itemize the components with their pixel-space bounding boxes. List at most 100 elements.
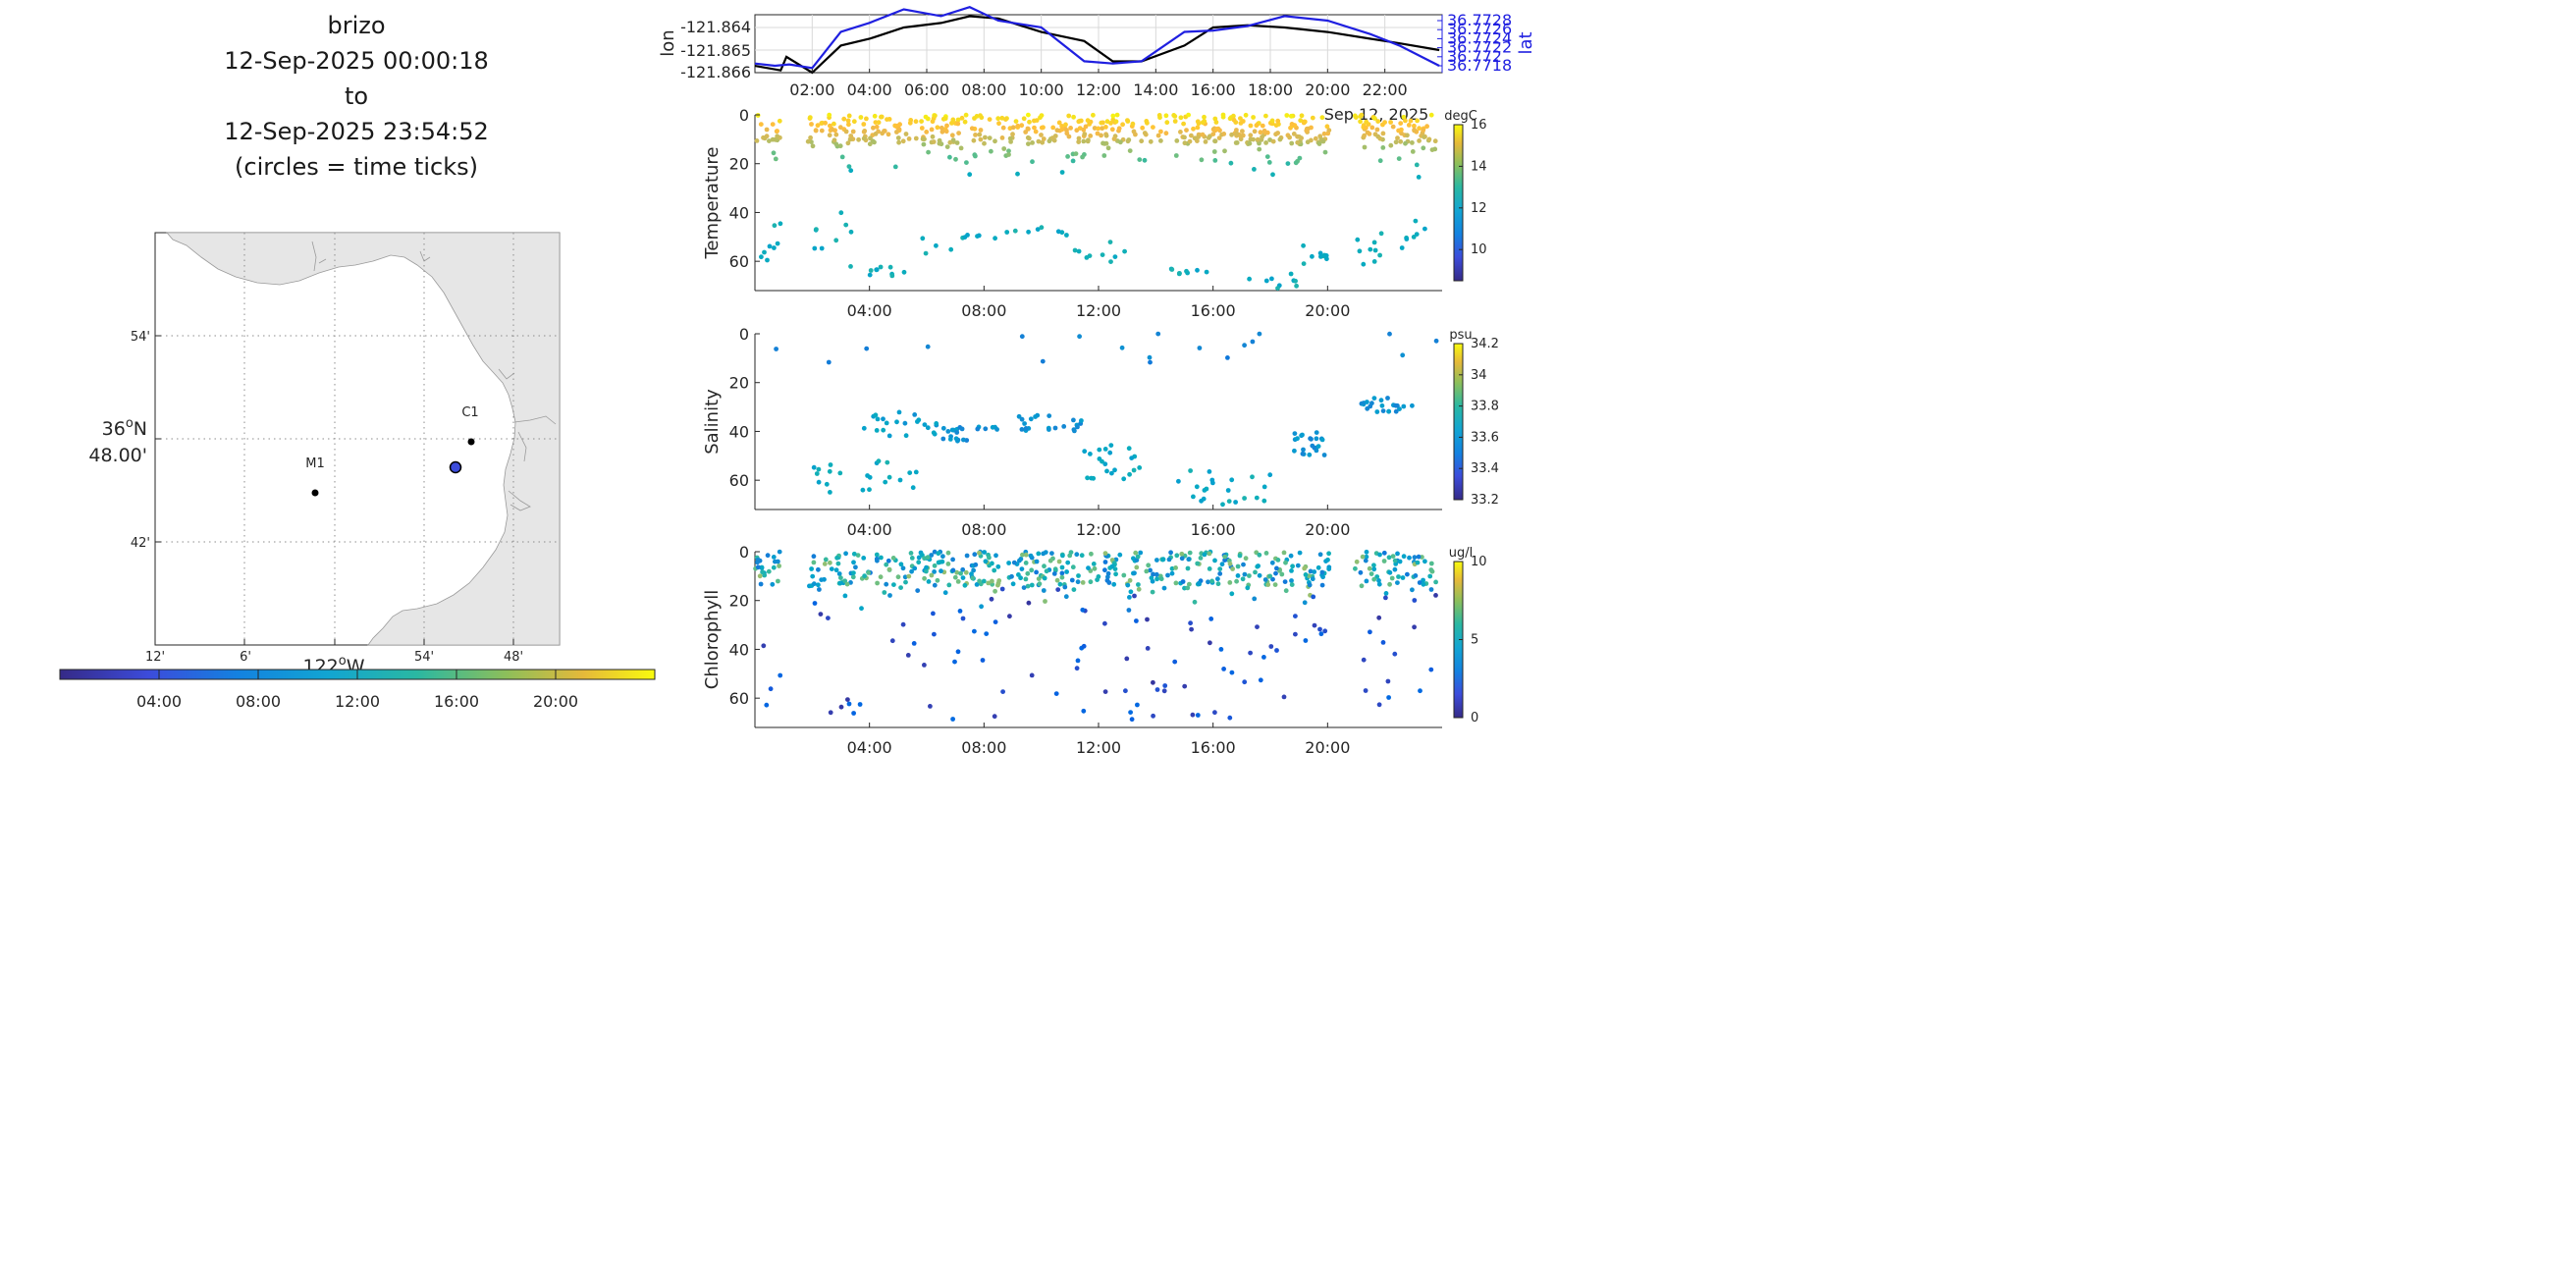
chlorophyll-point: [1208, 617, 1214, 621]
salinity-point: [867, 474, 873, 480]
temperature-point: [1001, 146, 1007, 151]
temperature-point: [1421, 145, 1426, 151]
chlorophyll-point: [960, 616, 966, 621]
chlorophyll-point: [1076, 573, 1081, 578]
chlorophyll-point: [1293, 614, 1298, 618]
temperature-point: [919, 126, 925, 131]
salinity-point: [1225, 488, 1231, 493]
chlorophyll-point: [1209, 578, 1214, 584]
chlorophyll-colorbar-units: ug/l: [1449, 546, 1473, 561]
temperature-point: [770, 122, 776, 127]
temperature-point: [1211, 149, 1217, 154]
chlorophyll-point: [1042, 575, 1047, 581]
salinity-point: [1292, 431, 1298, 436]
salinity-point: [1433, 338, 1439, 344]
chlorophyll-point: [1405, 571, 1410, 577]
chlorophyll-point: [1310, 576, 1315, 582]
temperature-point: [971, 137, 977, 143]
salinity-point: [1378, 398, 1384, 403]
chlorophyll-point: [1261, 655, 1266, 660]
chlorophyll-point: [1000, 689, 1005, 694]
chlorophyll-point: [980, 658, 986, 663]
temperature-point: [1032, 125, 1037, 131]
chlorophyll-point: [1376, 581, 1382, 587]
chlorophyll-point: [1174, 553, 1180, 559]
salinity-point: [1250, 474, 1255, 480]
chlorophyll-point: [1289, 582, 1295, 587]
chlorophyll-point: [939, 568, 943, 574]
chlorophyll-point: [1389, 575, 1395, 581]
chlorophyll-point: [776, 578, 780, 584]
temperature-point: [943, 129, 949, 134]
temperature-point: [1122, 248, 1127, 254]
temperature-point: [759, 254, 764, 260]
chlorophyll-point: [1029, 582, 1035, 588]
temperature-point: [762, 249, 767, 255]
salinity-point: [1210, 480, 1215, 486]
temperature-point: [1313, 135, 1318, 141]
temperature-point: [1289, 122, 1295, 127]
chlorophyll-point: [878, 574, 884, 580]
chlorophyll-point: [829, 566, 834, 571]
temperature-point: [1077, 126, 1083, 132]
salinity-point: [907, 470, 913, 475]
temperature-point: [1377, 158, 1383, 164]
salinity-point: [1155, 331, 1161, 337]
temperature-point: [956, 131, 961, 136]
chlorophyll-point: [1029, 672, 1035, 678]
chlorophyll-point: [1021, 585, 1027, 590]
temperature-point: [1275, 131, 1280, 135]
temperature-point: [967, 172, 973, 178]
temperature-point: [762, 135, 768, 141]
chlorophyll-point: [971, 567, 976, 573]
chlorophyll-point: [1217, 566, 1223, 571]
chlorophyll-point: [764, 702, 770, 708]
chlorophyll-point: [995, 582, 1000, 588]
chlorophyll-point: [1020, 552, 1025, 558]
chlorophyll-point: [1011, 560, 1017, 565]
temperature-point: [1006, 148, 1011, 154]
temperature-point: [1192, 135, 1198, 141]
temperature-point: [978, 136, 984, 142]
salinity-cbar-tick-label: 34.2: [1471, 337, 1499, 351]
temperature-point: [972, 152, 978, 158]
chlorophyll-point: [811, 581, 817, 587]
temperature-point: [1371, 116, 1377, 121]
salinity-point: [1028, 416, 1034, 422]
temperature-point: [1251, 136, 1256, 142]
chlorophyll-point: [926, 579, 932, 584]
chlorophyll-point: [1062, 584, 1068, 590]
temperature-point: [1301, 242, 1306, 248]
chlorophyll-point: [1289, 568, 1294, 573]
chlorophyll-point: [1079, 553, 1085, 559]
nav-xtick-label: 10:00: [1019, 80, 1064, 99]
salinity-point: [1022, 421, 1027, 426]
temperature-point: [1203, 139, 1208, 144]
chlorophyll-point: [1390, 554, 1396, 559]
temperature-point: [846, 164, 852, 170]
temperature-point: [827, 112, 832, 118]
chlorophyll-point: [936, 551, 941, 557]
temperature-point: [1066, 113, 1072, 119]
chlorophyll-point: [1368, 629, 1372, 635]
temperature-point: [1361, 261, 1367, 267]
temperature-point: [1294, 283, 1299, 289]
temperature-point: [1040, 139, 1046, 145]
chlorophyll-point: [1281, 550, 1287, 556]
temperature-point: [1270, 172, 1275, 178]
temperature-point: [1059, 123, 1064, 129]
temperature-point: [773, 156, 778, 162]
temperature-point: [1125, 118, 1130, 123]
temperature-point: [1076, 248, 1082, 254]
map-river-1: [311, 241, 327, 272]
chlorophyll-point: [1240, 576, 1246, 582]
nav-ytick-0: -121.864: [680, 18, 751, 36]
temperature-point: [962, 119, 968, 125]
salinity-point: [811, 464, 817, 470]
salinity-point: [861, 425, 867, 431]
chlorophyll-point: [945, 562, 951, 566]
chlorophyll-point: [900, 621, 906, 627]
chlorophyll-point: [1302, 600, 1308, 606]
temperature-point: [1275, 118, 1281, 124]
chlorophyll-point: [905, 653, 911, 658]
